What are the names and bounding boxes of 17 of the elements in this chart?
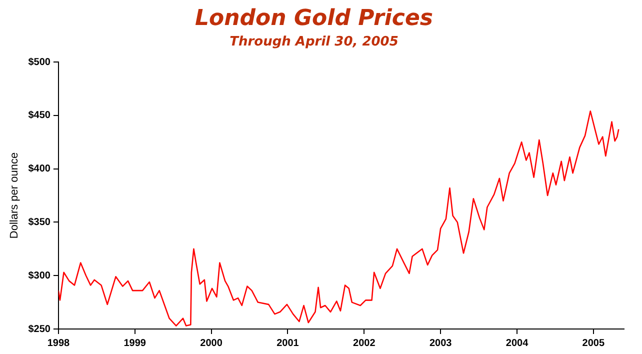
chart-title: London Gold Prices bbox=[195, 6, 433, 31]
y-tick-label: $350 bbox=[28, 216, 51, 228]
x-tick-label: 1999 bbox=[124, 338, 146, 349]
y-tick-label: $500 bbox=[28, 56, 51, 68]
x-tick-label: 2003 bbox=[429, 338, 452, 349]
y-tick-label: $300 bbox=[28, 270, 51, 282]
x-tick-label: 2002 bbox=[353, 338, 376, 349]
x-tick-label: 2004 bbox=[506, 338, 529, 349]
y-tick-label: $450 bbox=[28, 110, 51, 122]
chart-subtitle: Through April 30, 2005 bbox=[230, 34, 398, 50]
y-axis-title: Dollars per ounce bbox=[8, 152, 21, 239]
x-tick-label: 2005 bbox=[582, 338, 605, 349]
x-tick-label: 2001 bbox=[276, 338, 300, 349]
y-tick-label: $250 bbox=[28, 324, 51, 335]
y-tick-label: $400 bbox=[28, 164, 51, 175]
x-tick-label: 1998 bbox=[47, 338, 70, 349]
x-tick-label: 2000 bbox=[200, 338, 223, 349]
